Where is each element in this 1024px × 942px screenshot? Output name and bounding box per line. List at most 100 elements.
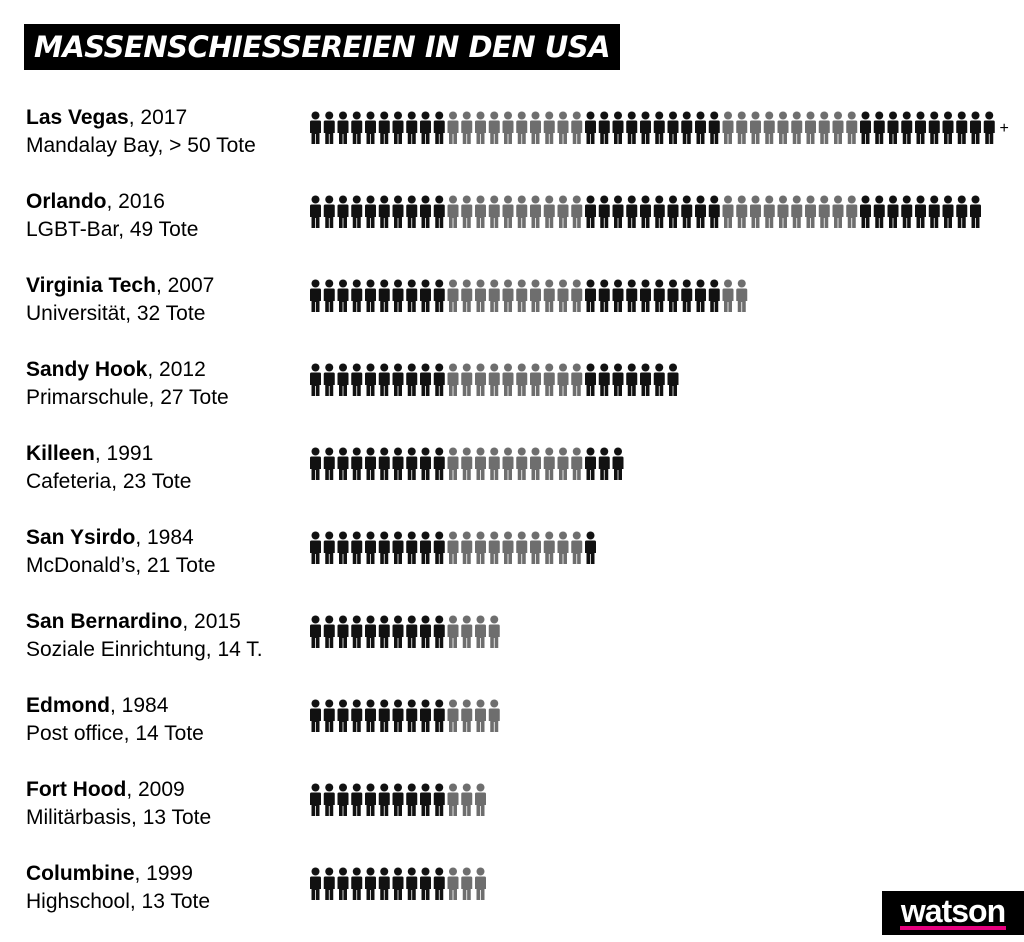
chart-row: Columbine, 1999 Highschool, 13 Tote [0, 858, 1024, 942]
person-icon [406, 279, 418, 312]
person-icon [433, 447, 445, 480]
person-icon [612, 447, 624, 480]
person-icon [791, 195, 803, 228]
person-icon [392, 531, 404, 564]
person-icon [461, 531, 473, 564]
person-icon [956, 195, 968, 228]
person-icon [337, 279, 349, 312]
person-icon [323, 447, 335, 480]
person-icon [571, 279, 583, 312]
person-icon [365, 615, 376, 648]
row-year: , 2007 [155, 274, 215, 297]
person-icon [571, 111, 583, 144]
person-icon [351, 531, 363, 564]
person-icon [667, 195, 679, 228]
person-icon [681, 279, 693, 312]
row-label: San Bernardino, 2015 Soziale Einrichtung,… [26, 608, 263, 664]
pictogram-bar [310, 279, 748, 312]
person-icon [667, 279, 679, 312]
person-icon [585, 531, 596, 564]
pictogram-bar [310, 783, 486, 816]
person-icon [805, 111, 816, 144]
logo-text: watson [899, 893, 1006, 930]
person-icon [598, 363, 610, 396]
row-label: San Ysirdo, 1984 McDonald’s, 21 Tote [26, 524, 216, 580]
person-icon [351, 195, 363, 228]
row-label: Sandy Hook, 2012 Primarschule, 27 Tote [26, 356, 229, 412]
person-icon [502, 195, 514, 228]
chart-row: San Ysirdo, 1984 McDonald’s, 21 Tote [0, 522, 1024, 606]
person-icon [447, 279, 459, 312]
person-icon [667, 111, 679, 144]
page-title: MASSENSCHIESSEREIEN IN DEN USA [34, 30, 611, 64]
chart-row: Edmond, 1984 Post office, 14 Tote [0, 690, 1024, 774]
person-icon [612, 363, 624, 396]
person-icon [722, 279, 734, 312]
person-icon [530, 195, 541, 228]
person-icon [695, 195, 706, 228]
person-icon [543, 531, 555, 564]
person-icon [488, 195, 500, 228]
person-icon [970, 111, 981, 144]
person-icon [351, 867, 363, 900]
person-icon [392, 783, 404, 816]
person-icon [640, 111, 651, 144]
pictogram-bar [310, 867, 486, 900]
person-icon [488, 531, 500, 564]
person-icon [915, 195, 926, 228]
person-icon [447, 615, 459, 648]
person-icon [406, 615, 418, 648]
row-year: , 2017 [128, 106, 188, 129]
person-icon [516, 363, 528, 396]
person-icon [516, 447, 528, 480]
person-icon [392, 867, 404, 900]
person-icon [873, 111, 885, 144]
person-icon [310, 783, 321, 816]
person-icon [488, 447, 500, 480]
person-icon [420, 363, 431, 396]
chart-row: Fort Hood, 2009 Militärbasis, 13 Tote [0, 774, 1024, 858]
person-icon [337, 195, 349, 228]
person-icon [378, 279, 390, 312]
person-icon [777, 111, 789, 144]
person-icon [420, 615, 431, 648]
person-icon [612, 111, 624, 144]
person-icon [557, 531, 569, 564]
person-icon [942, 195, 954, 228]
person-icon [420, 111, 431, 144]
person-icon [598, 279, 610, 312]
person-icon [406, 363, 418, 396]
person-icon [585, 195, 596, 228]
person-icon [557, 447, 569, 480]
row-title: Orlando, 2016 [26, 188, 198, 216]
person-icon [736, 111, 748, 144]
person-icon [323, 867, 335, 900]
person-icon [598, 195, 610, 228]
person-icon [447, 531, 459, 564]
row-year: , 1999 [134, 862, 193, 885]
person-icon [901, 111, 913, 144]
person-icon [461, 363, 473, 396]
person-icon [516, 531, 528, 564]
row-detail: Militärbasis, 13 Tote [26, 806, 212, 829]
person-icon [392, 363, 404, 396]
row-label: Virginia Tech, 2007 Universität, 32 Tote [26, 272, 214, 328]
person-icon [433, 867, 445, 900]
row-label: Orlando, 2016 LGBT-Bar, 49 Tote [26, 188, 198, 244]
row-name: Orlando [26, 190, 107, 213]
person-icon [447, 363, 459, 396]
person-icon [585, 111, 596, 144]
person-icon [378, 195, 390, 228]
person-icon [420, 867, 431, 900]
person-icon [337, 447, 349, 480]
row-year: , 1991 [94, 442, 154, 465]
pictogram-bar [310, 615, 500, 648]
person-icon [846, 111, 858, 144]
person-icon [365, 363, 376, 396]
person-icon [392, 111, 404, 144]
person-icon [695, 279, 706, 312]
person-icon [461, 195, 473, 228]
person-icon [832, 195, 844, 228]
person-icon [365, 531, 376, 564]
person-icon [543, 363, 555, 396]
